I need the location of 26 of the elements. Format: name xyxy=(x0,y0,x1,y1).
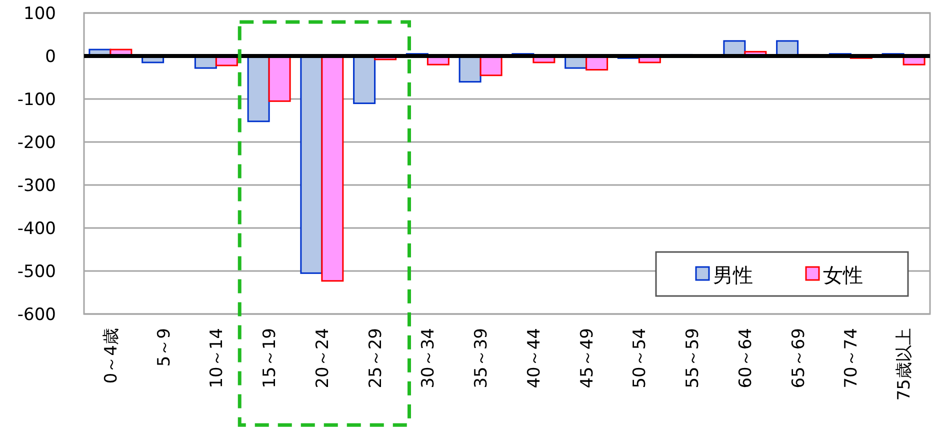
y-tick-label: 0 xyxy=(45,47,56,67)
x-tick-label: 35～39 xyxy=(472,328,492,388)
legend-label: 女性 xyxy=(823,263,863,287)
y-tick-label: -300 xyxy=(17,176,56,196)
x-tick-label: 45～49 xyxy=(577,328,598,388)
y-tick-label: -600 xyxy=(17,305,56,325)
x-tick-label: 10～14 xyxy=(207,328,228,388)
y-tick-label: 100 xyxy=(24,4,56,24)
y-tick-label: -400 xyxy=(17,219,56,239)
x-tick-label: 40～44 xyxy=(524,328,544,388)
x-tick-label: 70～74 xyxy=(842,328,862,388)
x-tick-label: 30～34 xyxy=(418,328,439,388)
y-tick-label: -100 xyxy=(17,90,56,110)
x-tick-label: 55～59 xyxy=(683,328,704,388)
legend-label: 男性 xyxy=(713,263,753,287)
x-tick-label: 15～19 xyxy=(260,328,280,388)
x-tick-label: 65～69 xyxy=(788,328,809,388)
x-tick-label: 75歳以上 xyxy=(894,328,915,401)
y-tick-label: -500 xyxy=(17,262,56,282)
x-tick-label: 50～54 xyxy=(630,328,650,388)
x-tick-label: 60～64 xyxy=(736,328,756,388)
y-tick-label: -200 xyxy=(17,133,56,153)
x-tick-label: 25～29 xyxy=(366,328,386,388)
x-tick-label: 5～9 xyxy=(154,328,174,367)
x-tick-label: 20～24 xyxy=(312,328,333,388)
x-tick-label: 0～4歳 xyxy=(101,328,122,384)
